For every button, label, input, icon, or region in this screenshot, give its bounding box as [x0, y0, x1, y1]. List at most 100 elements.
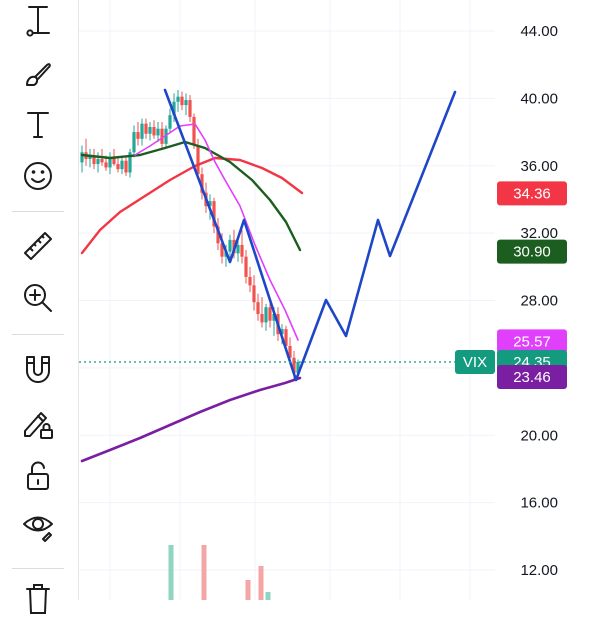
ma-purple-line	[80, 376, 302, 463]
candle-body	[172, 101, 176, 116]
candle-body	[280, 329, 284, 335]
candle-body	[140, 123, 144, 139]
symbol-label-bg	[455, 349, 495, 374]
candle-body	[184, 100, 188, 106]
candle-body	[260, 313, 264, 323]
price-tick-label: 28.00	[520, 293, 558, 310]
candle-body	[132, 132, 136, 153]
volume-bar	[245, 580, 251, 600]
candle-body	[192, 116, 196, 146]
candle-body	[92, 155, 96, 165]
text-tool-icon[interactable]	[18, 104, 58, 144]
price-tag-bg	[497, 329, 567, 354]
candle-body	[80, 152, 84, 163]
candle-body	[152, 127, 156, 136]
toolbar-separator	[12, 568, 64, 569]
price-tag-value: 34.36	[513, 185, 551, 202]
candle-body	[196, 145, 200, 175]
volume-bar	[201, 545, 207, 600]
price-tick-label: 40.00	[520, 90, 558, 107]
candle-body	[256, 302, 260, 314]
drawing-toolbar	[0, 0, 79, 614]
candle-body	[112, 157, 116, 165]
projection-path	[163, 88, 457, 382]
candle-body	[176, 96, 180, 102]
candle-body	[292, 357, 296, 373]
trash-icon[interactable]	[18, 578, 58, 618]
candle-body	[104, 162, 108, 168]
magnet-icon[interactable]	[18, 350, 58, 390]
price-tag-bg	[497, 364, 567, 389]
price-tag-value: 23.46	[513, 369, 551, 386]
candle-body	[100, 159, 104, 163]
candle-body	[116, 164, 120, 170]
eye-icon[interactable]	[18, 506, 58, 546]
emoji-icon[interactable]	[18, 156, 58, 196]
price-tick-label: 16.00	[520, 495, 558, 512]
candle-body	[264, 307, 268, 323]
price-tick-label: 32.00	[520, 225, 558, 242]
candle-body	[188, 100, 192, 117]
price-tag-value: 25.57	[513, 333, 551, 350]
candle-body	[248, 276, 252, 286]
candle-body	[244, 256, 248, 277]
volume-bar	[168, 545, 174, 600]
projection-drawing[interactable]	[79, 88, 457, 382]
zoom-in-icon[interactable]	[18, 278, 58, 318]
candle-body	[212, 201, 216, 227]
price-tick-label: 36.00	[520, 158, 558, 175]
candle-body	[284, 329, 288, 346]
candle-body	[108, 157, 112, 168]
candle-body	[252, 285, 256, 303]
candle-body	[168, 115, 172, 129]
ruler-icon[interactable]	[18, 226, 58, 266]
candle-body	[136, 132, 140, 139]
price-tick-label: 12.00	[520, 562, 558, 579]
brush-icon[interactable]	[18, 54, 58, 94]
candle-body	[144, 123, 148, 134]
price-axis[interactable]: 44.0040.0036.0032.0028.0024.0020.0016.00…	[520, 23, 558, 579]
candle-body	[88, 155, 92, 160]
candle-body	[208, 201, 212, 207]
candlesticks	[80, 89, 300, 380]
candle-body	[220, 243, 224, 257]
candle-body	[288, 345, 292, 358]
price-tag-value: 30.90	[513, 244, 551, 261]
candle-body	[236, 244, 240, 254]
candle-body	[160, 128, 164, 144]
price-tick-label: 44.00	[520, 23, 558, 40]
measure-tool-icon[interactable]	[18, 0, 58, 40]
candle-body	[180, 96, 184, 106]
moving-averages	[80, 123, 304, 463]
toolbar-separator	[12, 211, 64, 212]
candle-body	[228, 239, 232, 252]
candle-body	[148, 127, 152, 134]
symbol-label: VIX	[463, 354, 487, 371]
candle-body	[156, 128, 160, 136]
price-chart[interactable]: 44.0040.0036.0032.0028.0024.0020.0016.00…	[79, 0, 600, 600]
price-tag-bg	[497, 181, 567, 206]
candle-body	[268, 307, 272, 321]
candle-body	[96, 159, 100, 165]
lock-drawing-icon[interactable]	[18, 404, 58, 444]
candle-body	[128, 152, 132, 173]
candle-body	[200, 174, 204, 193]
candle-body	[272, 313, 276, 321]
candle-body	[124, 160, 128, 173]
ma-magenta-line	[134, 123, 299, 341]
candle-body	[240, 244, 244, 257]
volume-bar	[258, 566, 264, 600]
ma-green-line	[80, 140, 302, 252]
toolbar-separator	[12, 334, 64, 335]
candle-body	[120, 160, 124, 170]
candle-body	[296, 361, 300, 373]
price-tag-bg	[497, 239, 567, 264]
volume-bars	[168, 545, 271, 600]
chart-grid	[79, 0, 495, 600]
unlock-icon[interactable]	[18, 456, 58, 496]
volume-bar	[265, 592, 271, 600]
candle-body	[216, 226, 220, 244]
ma-red-line	[80, 156, 304, 255]
price-tick-label: 20.00	[520, 427, 558, 444]
